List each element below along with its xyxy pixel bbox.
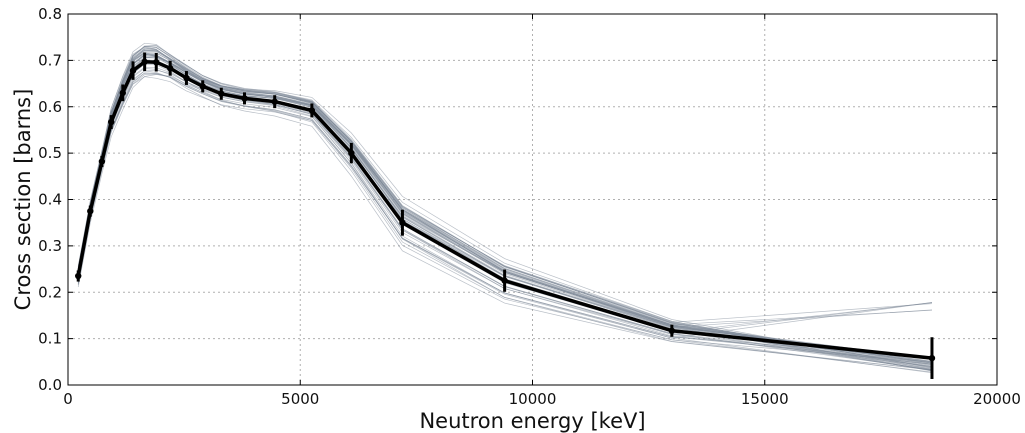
sample-curve bbox=[77, 70, 933, 371]
mean-curve-with-errorbars bbox=[75, 52, 936, 379]
y-tick-label: 0.8 bbox=[38, 5, 62, 23]
data-point bbox=[501, 277, 508, 284]
x-tick-label: 10000 bbox=[509, 390, 557, 408]
data-point bbox=[141, 58, 148, 65]
sample-curve bbox=[77, 76, 933, 363]
sample-curve bbox=[77, 74, 933, 371]
sample-curve bbox=[77, 52, 933, 372]
sample-curve bbox=[77, 52, 933, 367]
sample-curve bbox=[77, 62, 933, 367]
data-point bbox=[308, 107, 316, 114]
x-tick-label: 0 bbox=[63, 390, 73, 408]
sample-curve bbox=[77, 50, 933, 364]
data-point bbox=[348, 149, 355, 157]
data-point bbox=[107, 118, 115, 126]
data-point bbox=[75, 272, 82, 280]
sample-curve bbox=[77, 54, 933, 362]
sample-curve bbox=[77, 45, 933, 360]
sample-curve bbox=[77, 55, 933, 369]
sample-curve bbox=[77, 56, 933, 371]
y-tick-label: 0.5 bbox=[38, 144, 62, 162]
grid-lines bbox=[68, 14, 997, 385]
sample-curve bbox=[77, 48, 933, 364]
sample-curve bbox=[77, 72, 933, 339]
sample-curve bbox=[77, 54, 933, 370]
axis-ticks: 0 5000 10000 15000 20000 0.0 0.1 0.2 0.3 0.4 0.5 0.… bbox=[38, 5, 1021, 408]
y-tick-label: 0.0 bbox=[38, 376, 62, 394]
data-point bbox=[166, 65, 174, 72]
data-point bbox=[199, 83, 206, 90]
sample-curve bbox=[77, 48, 933, 363]
data-point bbox=[183, 74, 190, 82]
y-tick-label: 0.6 bbox=[38, 98, 62, 116]
sample-curve bbox=[77, 62, 933, 359]
sample-curve bbox=[77, 51, 933, 368]
sample-curve bbox=[77, 42, 933, 372]
data-point bbox=[271, 98, 278, 105]
x-axis-label: Neutron energy [keV] bbox=[419, 409, 645, 433]
sample-curves bbox=[77, 42, 933, 374]
mean-curve bbox=[76, 60, 933, 360]
data-point bbox=[668, 327, 676, 334]
y-tick-label: 0.2 bbox=[38, 283, 62, 301]
y-axis-label: Cross section [barns] bbox=[11, 89, 35, 311]
sample-curve bbox=[77, 61, 933, 365]
data-point bbox=[241, 95, 248, 102]
data-point bbox=[218, 90, 225, 97]
x-tick-label: 5000 bbox=[281, 390, 319, 408]
data-point bbox=[153, 59, 160, 66]
sample-curve bbox=[77, 54, 933, 362]
sample-curve bbox=[77, 57, 933, 363]
data-point bbox=[129, 67, 137, 74]
y-tick-label: 0.1 bbox=[38, 330, 62, 348]
y-tick-label: 0.4 bbox=[38, 191, 62, 209]
y-tick-label: 0.7 bbox=[38, 51, 62, 69]
sample-curve bbox=[77, 46, 933, 360]
sample-curve bbox=[77, 66, 933, 370]
data-point bbox=[928, 354, 936, 362]
sample-curve bbox=[77, 53, 933, 367]
data-point bbox=[399, 219, 406, 226]
y-tick-label: 0.3 bbox=[38, 237, 62, 255]
data-point bbox=[87, 207, 94, 215]
data-point bbox=[98, 158, 106, 165]
data-point bbox=[119, 89, 127, 97]
x-tick-label: 20000 bbox=[973, 390, 1021, 408]
sample-curve bbox=[77, 72, 933, 373]
x-tick-label: 15000 bbox=[741, 390, 789, 408]
sample-curve bbox=[77, 73, 933, 374]
sample-curve bbox=[77, 47, 933, 371]
sample-curve bbox=[77, 68, 933, 358]
